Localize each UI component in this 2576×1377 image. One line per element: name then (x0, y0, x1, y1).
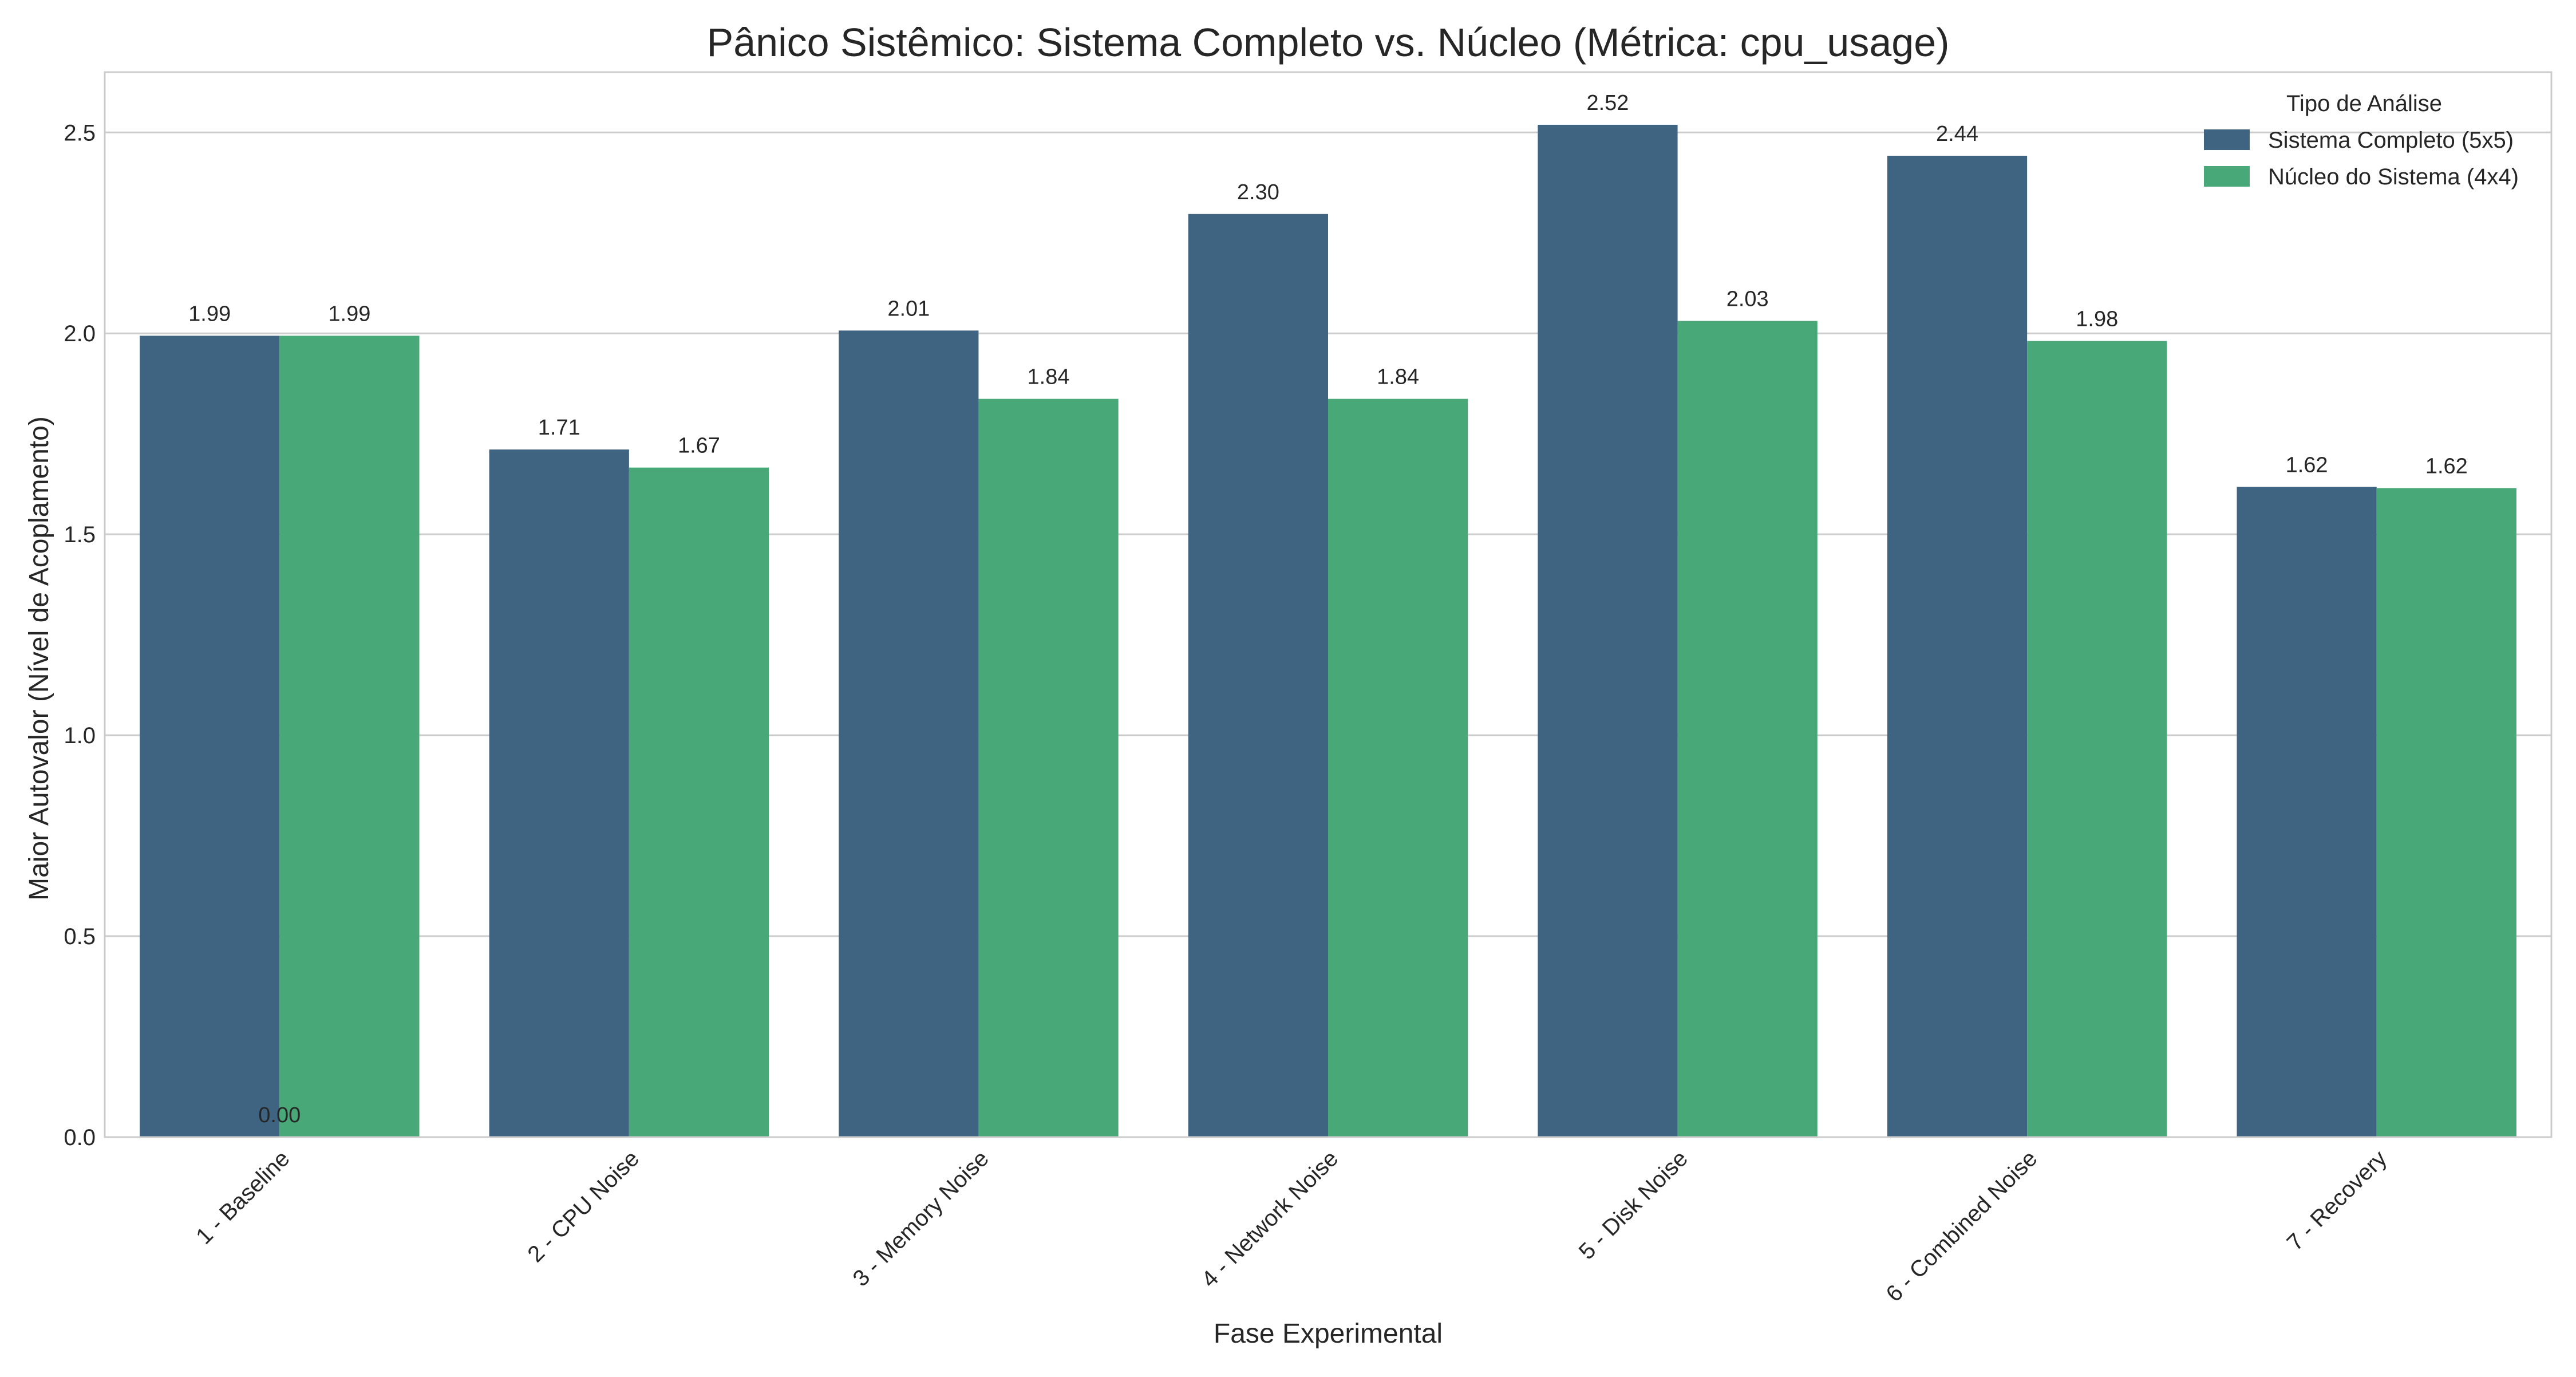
y-tick-label: 0.5 (64, 924, 96, 949)
bar-value-label: 2.03 (1726, 287, 1769, 311)
bar-value-label: 2.44 (1936, 122, 1978, 146)
legend: Tipo de Análise Sistema Completo (5x5) Nú… (2204, 91, 2519, 190)
bar-value-label: 2.52 (1586, 91, 1629, 115)
bar (1677, 321, 1818, 1137)
bar-value-label: 1.62 (2286, 453, 2328, 477)
bar (1188, 214, 1328, 1137)
bar (2027, 341, 2167, 1137)
bar-value-label: 1.98 (2076, 307, 2118, 332)
bar (1538, 124, 1678, 1138)
legend-entry-label: Núcleo do Sistema (4x4) (2268, 164, 2519, 190)
bar (629, 467, 769, 1137)
chart-title: Pânico Sistêmico: Sistema Completo vs. N… (707, 20, 1950, 65)
bar-value-label: 1.99 (328, 302, 370, 326)
y-tick-label: 1.5 (64, 522, 96, 547)
bar (1887, 155, 2028, 1138)
bar-value-label: 1.62 (2425, 454, 2468, 478)
bar (1328, 398, 1468, 1137)
bar-value-label: 2.01 (887, 297, 930, 321)
legend-items: Sistema Completo (5x5) Núcleo do Sistema … (2204, 128, 2519, 190)
x-axis-title: Fase Experimental (1214, 1319, 1443, 1349)
bar (489, 449, 629, 1137)
bar (2376, 488, 2516, 1137)
y-tick-label: 2.5 (64, 120, 96, 145)
bar (140, 336, 280, 1137)
data-labels: 1.99 1.99 1.71 1.67 2.01 1.84 2.30 1.84 2.52 2.03… (188, 91, 2468, 1127)
bar-value-label: 1.84 (1028, 365, 1070, 389)
plot-frame (104, 71, 2553, 1138)
extra-annotation-label: 0.00 (258, 1103, 301, 1127)
bar (978, 398, 1119, 1137)
bar (2237, 487, 2377, 1137)
y-tick-label: 1.0 (64, 723, 96, 748)
bar-value-label: 1.71 (538, 416, 580, 440)
legend-entry-label: Sistema Completo (5x5) (2268, 128, 2514, 153)
legend-swatch (2204, 129, 2250, 150)
bar (839, 330, 979, 1137)
bar-value-label: 1.84 (1377, 365, 1419, 389)
bar-value-label: 2.30 (1237, 180, 1279, 204)
legend-title: Tipo de Análise (2286, 91, 2442, 116)
bar-value-label: 1.99 (188, 302, 231, 326)
legend-swatch (2204, 166, 2250, 187)
bars (140, 124, 2516, 1138)
y-tick-label: 2.0 (64, 321, 96, 346)
y-axis-ticks: 0.0 0.5 1.0 1.5 2.0 2.5 (64, 120, 96, 1150)
y-tick-label: 0.0 (64, 1125, 96, 1150)
bar-value-label: 1.67 (678, 434, 720, 458)
bar (279, 336, 420, 1137)
y-axis-title: Maior Autovalor (Nível de Acoplamento) (24, 416, 54, 901)
